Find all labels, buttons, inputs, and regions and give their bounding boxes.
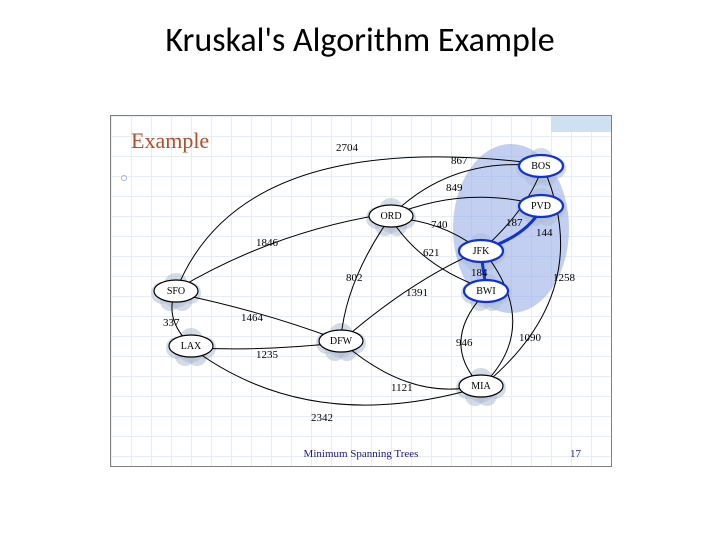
edge-weight-sfo-dfw: 1464 [241,312,264,324]
edge-weight-lax-mia: 2342 [311,412,333,424]
node-label-sfo: SFO [167,286,185,297]
node-label-lax: LAX [181,341,202,352]
edge-weight-ord-bos: 867 [451,155,468,167]
slide: Kruskal's Algorithm Example Example 2704… [0,0,720,540]
node-pvd: PVD [519,195,563,217]
node-bwi: BWI [464,280,508,302]
edge-weight-lax-dfw: 1235 [256,349,279,361]
edge-weight-ord-bwi: 621 [423,247,440,259]
edge-weight-pvd-jfk: 144 [536,227,553,239]
edge-weight-sfo-lax: 337 [163,317,180,329]
node-jfk: JFK [459,240,503,262]
node-dfw: DFW [319,330,363,352]
edge-weight-dfw-jfk: 1391 [406,287,428,299]
node-bos: BOS [519,155,563,177]
edge-weight-ord-dfw: 802 [346,272,363,284]
edge-weight-jfk-bwi: 184 [471,267,488,279]
graph-svg: 2704 867 849 187 144 184 740 621 1846 1464 337 802 1… [111,116,611,436]
edge-weight-dfw-mia: 1121 [391,382,413,394]
edge-weight-bos-mia: 1258 [553,272,576,284]
edge-weight-jfk-bos: 187 [506,217,523,229]
node-label-bwi: BWI [476,286,495,297]
edge-weight-jfk-mia: 1090 [519,332,542,344]
node-label-jfk: JFK [473,246,490,257]
figure-footer: Minimum Spanning Trees [111,448,611,460]
node-sfo: SFO [154,280,198,302]
node-ord: ORD [369,205,413,227]
edge-weight-sfo-bos: 2704 [336,142,359,154]
edge-weight-ord-jfk: 740 [431,219,448,231]
edge-weight-ord-pvd: 849 [446,182,463,194]
diagram-figure: Example 27048678491871441847406211846146… [110,115,612,467]
node-label-mia: MIA [471,381,491,392]
slide-title: Kruskal's Algorithm Example [0,20,720,61]
node-label-bos: BOS [531,161,550,172]
edge-weight-ord-sfo: 1846 [256,237,279,249]
node-label-ord: ORD [380,211,401,222]
node-lax: LAX [169,335,213,357]
edge-weight-bwi-mia: 946 [456,337,473,349]
node-mia: MIA [459,375,503,397]
node-label-dfw: DFW [330,336,353,347]
page-number: 17 [570,448,581,460]
node-label-pvd: PVD [531,201,551,212]
